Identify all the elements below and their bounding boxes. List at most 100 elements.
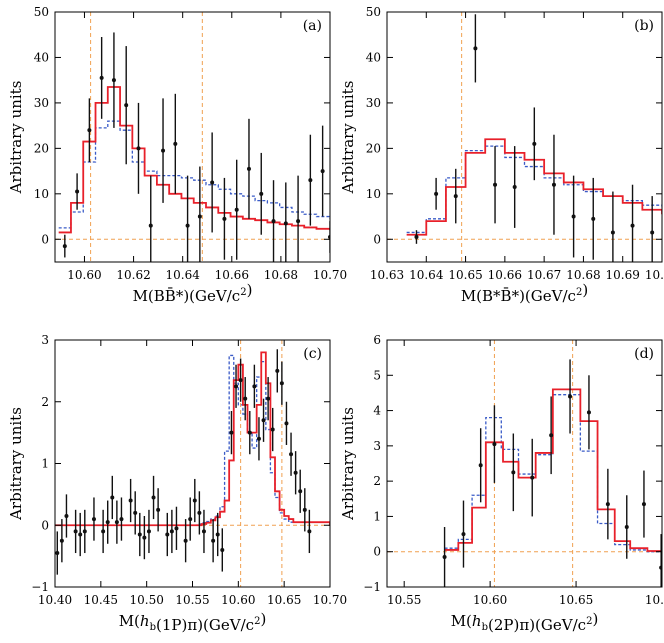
data-point	[247, 430, 252, 435]
data-point	[174, 526, 179, 531]
y-tick-label: 2	[373, 474, 381, 488]
y-tick-label: 10	[34, 187, 49, 201]
y-tick-label: 30	[34, 96, 49, 110]
solid-fit-curve	[406, 138, 662, 236]
plot-area	[387, 12, 662, 262]
y-tick-label: 1	[41, 457, 49, 471]
data-point	[222, 216, 227, 221]
data-point	[201, 529, 206, 534]
x-tick-label: 10.70	[645, 268, 664, 282]
data-point	[320, 169, 325, 174]
data-point	[87, 128, 92, 133]
data-point	[183, 538, 188, 543]
x-tick-label: 10.64	[409, 268, 444, 282]
data-point	[161, 148, 166, 153]
x-tick-label: 10.70	[645, 593, 664, 607]
data-point	[210, 180, 215, 185]
data-point	[91, 517, 96, 522]
y-tick-label: 40	[366, 50, 381, 64]
plot-area	[55, 12, 330, 262]
data-point	[256, 436, 261, 441]
y-tick-label: 1	[373, 509, 381, 523]
data-point	[128, 498, 133, 503]
data-point	[530, 475, 535, 480]
data-point	[461, 532, 466, 537]
y-tick-label: 0	[373, 232, 381, 246]
data-point	[453, 194, 458, 199]
data-point	[275, 368, 280, 373]
data-point	[151, 495, 156, 500]
x-tick-label: 10.63	[370, 268, 404, 282]
y-tick-label: 50	[366, 5, 381, 19]
data-point	[55, 551, 60, 556]
plot-area	[55, 340, 330, 587]
x-tick-label: 10.60	[221, 593, 255, 607]
data-point	[169, 529, 174, 534]
y-tick-label: 20	[34, 141, 49, 155]
data-point	[185, 223, 190, 228]
data-point	[284, 421, 289, 426]
data-point	[659, 565, 662, 570]
y-tick-label: 2	[41, 395, 49, 409]
dashed-fit-curve	[444, 394, 662, 553]
data-point	[192, 498, 197, 503]
data-point	[549, 433, 554, 438]
x-tick-label: 10.60	[67, 268, 101, 282]
data-point	[492, 442, 497, 447]
data-point	[78, 532, 83, 537]
x-tick-label: 10.67	[527, 268, 561, 282]
data-point	[124, 103, 129, 108]
x-tick-label: 10.62	[116, 268, 150, 282]
y-tick-label: 10	[366, 187, 381, 201]
data-point	[261, 418, 266, 423]
data-point	[62, 244, 67, 249]
plot-frame	[54, 11, 331, 263]
data-point	[308, 178, 313, 183]
data-point	[610, 230, 615, 235]
y-tick-label: −1	[363, 580, 381, 594]
data-point	[110, 495, 115, 500]
data-point	[586, 410, 591, 415]
data-point	[307, 529, 312, 534]
panel-tag-label: (c)	[303, 346, 322, 362]
x-axis-title: M(BB̄*)(GeV/c2)	[133, 281, 253, 305]
data-point	[234, 207, 239, 212]
data-point	[64, 513, 69, 518]
data-point	[434, 191, 439, 196]
x-tick-label: 10.45	[84, 593, 118, 607]
dashed-fit-curve	[55, 354, 330, 526]
x-tick-label: 10.50	[129, 593, 163, 607]
data-point	[298, 489, 303, 494]
data-point	[136, 146, 141, 151]
data-point	[624, 525, 629, 530]
data-point	[211, 538, 216, 543]
data-point	[156, 507, 161, 512]
x-tick-label: 10.65	[448, 268, 482, 282]
data-point	[478, 463, 483, 468]
x-tick-label: 10.66	[488, 268, 522, 282]
panel-tag-label: (d)	[634, 346, 654, 362]
y-tick-label: 3	[373, 439, 381, 453]
y-axis-title: Arbitrary units	[7, 407, 25, 521]
data-point	[289, 452, 294, 457]
data-point	[493, 182, 498, 187]
data-point	[146, 529, 151, 534]
data-point	[197, 510, 202, 515]
data-point	[75, 189, 80, 194]
data-point	[238, 378, 243, 383]
y-axis-title: Arbitrary units	[339, 81, 357, 195]
data-point	[246, 166, 251, 171]
dashed-fit-curve	[58, 120, 330, 229]
data-point	[511, 470, 516, 475]
data-point	[296, 219, 301, 224]
panel-tag-label: (a)	[303, 18, 322, 34]
x-tick-label: 10.64	[165, 268, 200, 282]
x-tick-label: 10.40	[38, 593, 72, 607]
data-point	[165, 532, 170, 537]
data-point	[271, 219, 276, 224]
data-point	[259, 191, 264, 196]
solid-fit-curve	[55, 351, 330, 527]
data-point	[142, 535, 147, 540]
data-point	[283, 221, 288, 226]
